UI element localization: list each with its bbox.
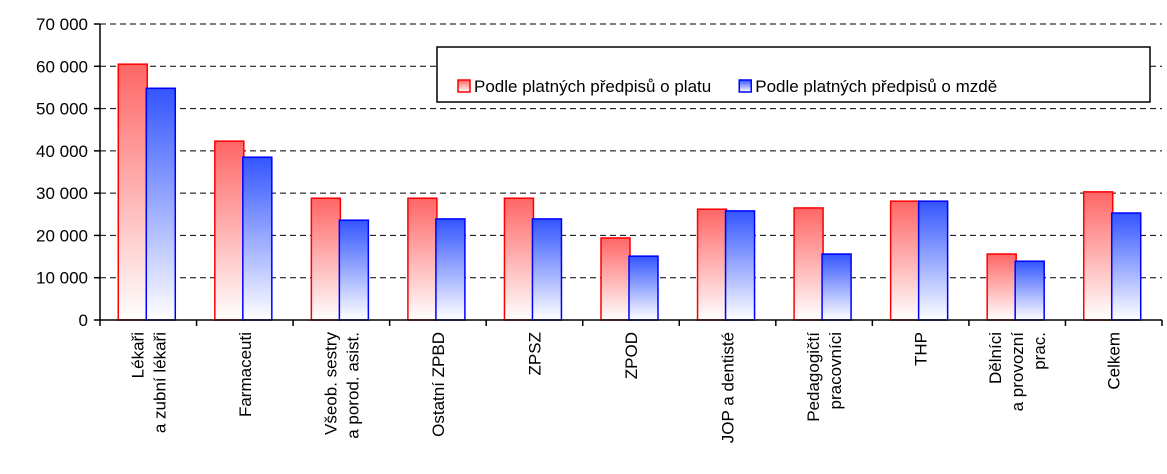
bar [600,237,631,321]
y-tick-label: 50 000 [36,100,88,119]
x-tick-label: Farmaceuti [236,332,255,417]
bar [503,197,535,321]
y-tick-label: 30 000 [36,184,88,203]
legend-box [436,46,1151,103]
x-tick-label: THP [912,332,931,366]
bar [1014,260,1045,321]
bar [242,156,273,321]
y-tick-label: 10 000 [36,269,88,288]
x-tick-label: Ostatní ZPBD [429,332,448,437]
x-tick-label: Pedagogičtí pracovníci [804,332,845,422]
x-tick-label: ZPSZ [525,332,544,375]
bar [917,200,949,321]
legend-swatch [457,79,471,93]
y-tick-label: 20 000 [36,226,88,245]
bar [338,219,370,321]
y-tick-label: 40 000 [36,142,88,161]
x-tick-label: Všeob. sestry a porod. asist. [321,332,362,439]
legend-swatch [738,79,752,93]
x-tick-label: Celkem [1105,332,1124,390]
y-tick-label: 70 000 [36,15,88,34]
bar [435,218,466,321]
y-tick-label: 60 000 [36,57,88,76]
bar [531,218,563,321]
bar [310,197,342,321]
bar [793,207,824,321]
x-tick-label: ZPOD [622,332,641,379]
bar [1082,191,1114,321]
bar [724,210,756,321]
legend: Podle platných předpisů o platu Podle pla… [436,46,1151,103]
legend-label: Podle platných předpisů o platu [474,77,711,96]
bar [117,63,149,321]
legend-label: Podle platných předpisů o mzdě [755,77,997,96]
x-tick-label: Lékaři a zubní lékaři [128,332,169,433]
bar [145,87,177,321]
bar [821,253,852,321]
bar [889,200,921,321]
y-tick-label: 0 [79,311,88,330]
bar [407,197,438,321]
bar [696,208,728,321]
bar [628,255,659,321]
bar [1110,212,1142,321]
bar [214,140,245,321]
bar [986,253,1017,321]
x-tick-label: Dělníci a provozní prac. [986,332,1049,412]
x-tick-label: JOP a dentisté [719,332,738,443]
